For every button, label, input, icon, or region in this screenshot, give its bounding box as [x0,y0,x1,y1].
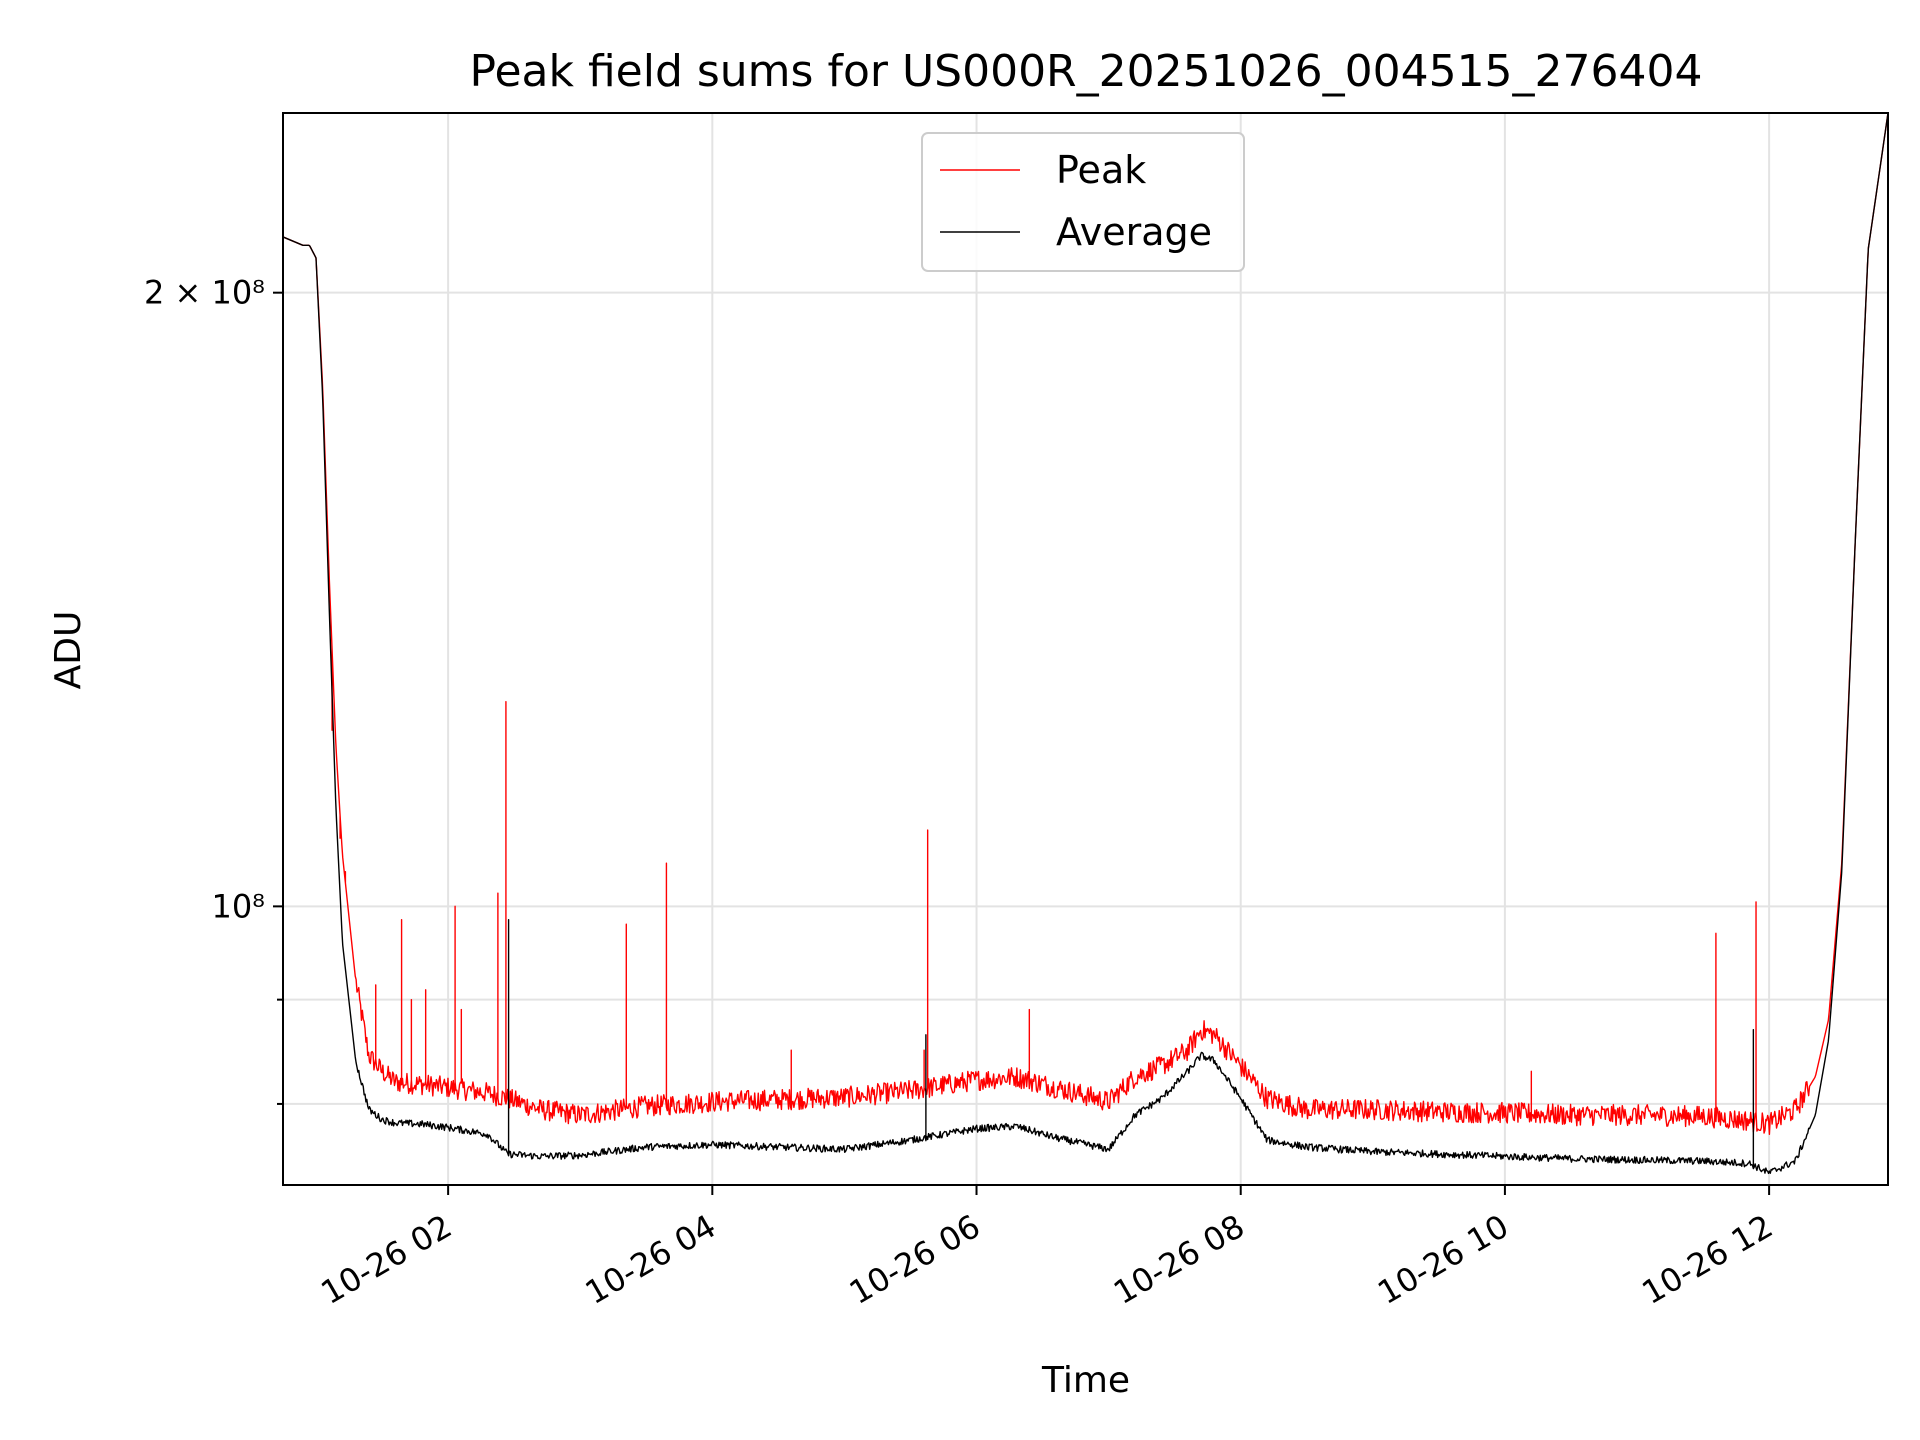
x-axis-label: Time [1041,1360,1130,1401]
y-tick-label: 10⁸ [211,887,265,925]
legend: Peak Average [921,132,1245,272]
legend-peak-label: Peak [1056,148,1146,192]
series-line-average [283,113,1888,1175]
y-tick-label: 2 × 10⁸ [144,274,265,312]
grid [283,113,1888,1185]
plot-series [283,113,1888,1175]
plot-frame [282,112,1889,1186]
series-line-peak [283,113,1888,1136]
legend-average-label: Average [1056,210,1212,254]
legend-box [921,132,1245,272]
chart-title: Peak field sums for US000R_20251026_0045… [469,46,1702,97]
y-axis-label: ADU [48,611,89,690]
